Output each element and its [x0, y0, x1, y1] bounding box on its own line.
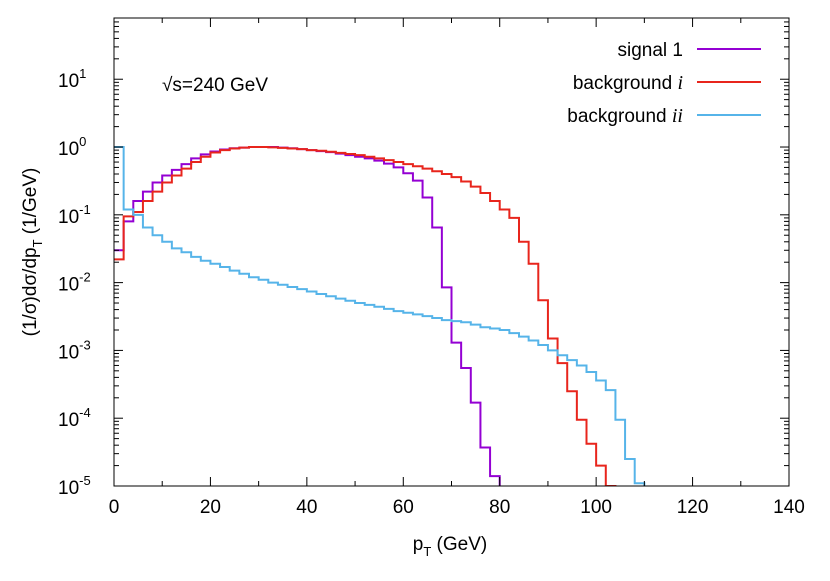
y-tick-label: 10-5	[58, 473, 91, 499]
x-tick-label: 40	[296, 497, 317, 518]
legend-label-3: background ii	[567, 105, 683, 127]
y-tick-label: 100	[58, 134, 86, 160]
y-axis: 10-5 10-4 10-3 10-2 10-1 100 101	[58, 21, 789, 499]
y-tick-label: 101	[58, 66, 86, 92]
x-axis-label: pT (GeV)	[413, 534, 487, 559]
x-tick-label: 140	[773, 497, 805, 518]
legend-label-1: signal 1	[618, 40, 684, 61]
x-tick-label: 80	[489, 497, 510, 518]
y-tick-label: 10-4	[58, 405, 91, 431]
y-tick-label: 10-3	[58, 337, 91, 363]
x-tick-label: 100	[580, 497, 612, 518]
y-axis-label: (1/σ)dσ/dpT (1/GeV)	[20, 168, 45, 337]
x-axis: 0 20 40 60 80 100 120 140	[109, 18, 805, 518]
legend: signal 1 background i background ii	[567, 40, 761, 127]
y-tick-label: 10-2	[58, 270, 91, 296]
x-tick-label: 0	[109, 497, 120, 518]
x-tick-label: 120	[677, 497, 709, 518]
series-line-2	[114, 146, 617, 486]
y-tick-label: 10-1	[58, 202, 91, 228]
x-tick-label: 20	[200, 497, 221, 518]
x-tick-label: 60	[393, 497, 414, 518]
series-line-3	[114, 146, 646, 486]
series-layer	[114, 146, 646, 486]
legend-label-2: background i	[573, 72, 683, 94]
annotation-sqrt-s: √s=240 GeV	[162, 75, 268, 96]
